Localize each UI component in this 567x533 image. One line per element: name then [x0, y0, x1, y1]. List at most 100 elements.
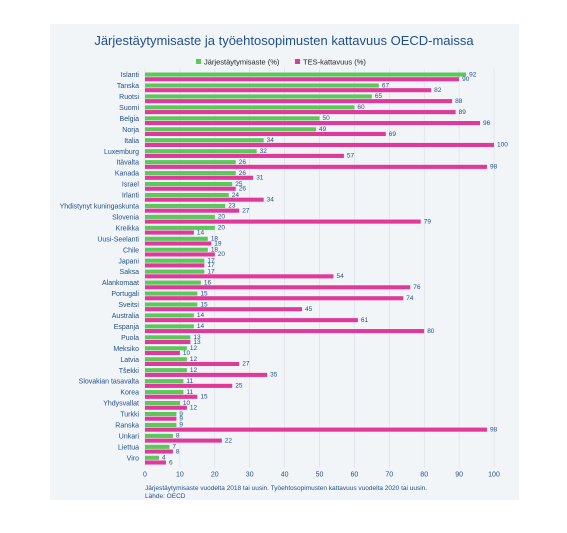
value-label: 12 [190, 367, 198, 374]
value-label: 9 [179, 411, 183, 418]
bar-union-density [145, 258, 205, 263]
value-label: 18 [211, 247, 219, 254]
value-label: 92 [469, 71, 477, 78]
bar-union-density [145, 105, 355, 110]
category-label: Itävalta [116, 160, 139, 167]
x-tick-label: 70 [385, 472, 393, 479]
value-label: 26 [239, 159, 247, 166]
value-label: 54 [336, 273, 344, 280]
category-label: Australia [112, 313, 139, 320]
category-label: Ranska [115, 423, 139, 430]
legend: Järjestäytymisaste (%) TES-kattavuus (%) [196, 58, 366, 67]
bar-union-density [145, 324, 194, 329]
x-tick-label: 0 [143, 472, 147, 479]
value-label: 61 [361, 317, 369, 324]
category-label: Meksiko [113, 346, 139, 353]
bar-tes-coverage [145, 350, 180, 356]
bar-union-density [145, 401, 180, 406]
category-label: Islanti [121, 72, 140, 79]
value-label: 31 [256, 175, 264, 182]
value-label: 25 [235, 383, 243, 390]
value-label: 9 [179, 422, 183, 429]
value-label: 96 [483, 120, 491, 127]
value-label: 32 [260, 148, 268, 155]
bar-union-density [145, 127, 317, 132]
value-label: 16 [204, 279, 212, 286]
bar-union-density [145, 346, 187, 351]
bar-tes-coverage [145, 121, 481, 126]
x-tick-label: 100 [488, 472, 500, 479]
bar-tes-coverage [145, 219, 421, 224]
category-label: Ruotsi [119, 94, 139, 101]
category-label: Uusi-Seelanti [97, 236, 139, 243]
value-label: 11 [186, 389, 193, 396]
bar-tes-coverage [145, 131, 386, 137]
value-label: 17 [207, 257, 215, 264]
category-label: Luxemburg [104, 149, 139, 156]
bar-union-density [145, 72, 467, 77]
value-label: 12 [190, 356, 198, 363]
bar-union-density [145, 116, 320, 121]
bar-tes-coverage [145, 208, 240, 213]
bar-union-density [145, 225, 215, 230]
category-label: Slovenia [112, 214, 139, 221]
value-label: 49 [319, 126, 327, 133]
value-label: 14 [197, 323, 205, 330]
bar-union-density [145, 357, 187, 362]
bar-union-density [145, 335, 191, 340]
value-label: 98 [490, 164, 498, 171]
bar-union-density [145, 280, 201, 285]
category-label: Kreikka [116, 225, 139, 232]
bar-tes-coverage [145, 340, 191, 345]
bar-union-density [145, 379, 184, 384]
category-label: Irlanti [122, 193, 140, 200]
category-label: Liettua [118, 444, 139, 451]
x-tick-label: 10 [176, 472, 184, 479]
x-tick-label: 90 [455, 472, 463, 479]
bar-tes-coverage [145, 449, 173, 454]
category-label: Yhdistynyt kuningaskunta [60, 204, 139, 211]
category-label: Tanska [117, 83, 139, 90]
value-label: 57 [347, 153, 355, 160]
value-label: 26 [239, 170, 247, 177]
value-label: 20 [218, 251, 226, 258]
bar-tes-coverage [145, 263, 205, 268]
category-label: Turkki [120, 412, 139, 419]
value-label: 4 [162, 455, 166, 462]
value-label: 50 [323, 115, 331, 122]
bar-tes-coverage [145, 405, 187, 410]
bar-tes-coverage [145, 383, 233, 388]
bar-tes-coverage [145, 296, 404, 301]
bar-union-density [145, 149, 257, 154]
bar-union-density [145, 390, 184, 395]
value-label: 13 [193, 339, 201, 346]
value-label: 14 [197, 229, 205, 236]
category-label: Norja [122, 127, 139, 134]
bar-union-density [145, 83, 379, 88]
value-label: 13 [193, 334, 201, 341]
value-label: 14 [197, 312, 205, 319]
x-tick-label: 80 [420, 472, 428, 479]
bar-tes-coverage [145, 427, 488, 432]
value-label: 27 [242, 361, 250, 368]
category-label: Italia [124, 138, 139, 145]
category-label: Slovakian tasavalta [79, 379, 139, 386]
value-label: 34 [267, 137, 275, 144]
bar-union-density [145, 433, 173, 438]
value-label: 27 [242, 207, 250, 214]
bar-union-density [145, 247, 208, 252]
x-tick-label: 50 [316, 472, 324, 479]
bar-tes-coverage [145, 241, 212, 246]
bar-tes-coverage [145, 99, 453, 104]
bar-union-density [145, 236, 208, 241]
x-axis-ticks: 0 10 20 30 40 50 60 70 80 90 100 [143, 472, 500, 479]
bar-tes-coverage [145, 372, 268, 377]
category-label: Puola [121, 335, 139, 342]
legend-label-union: Järjestäytymisaste (%) [204, 58, 280, 67]
bar-union-density [145, 94, 372, 99]
value-label: 17 [207, 268, 215, 275]
value-label: 8 [176, 448, 180, 455]
value-label: 6 [169, 459, 173, 466]
category-label: Korea [120, 390, 139, 397]
chart: Järjestäytymisaste ja työehtosopimusten … [60, 33, 509, 500]
